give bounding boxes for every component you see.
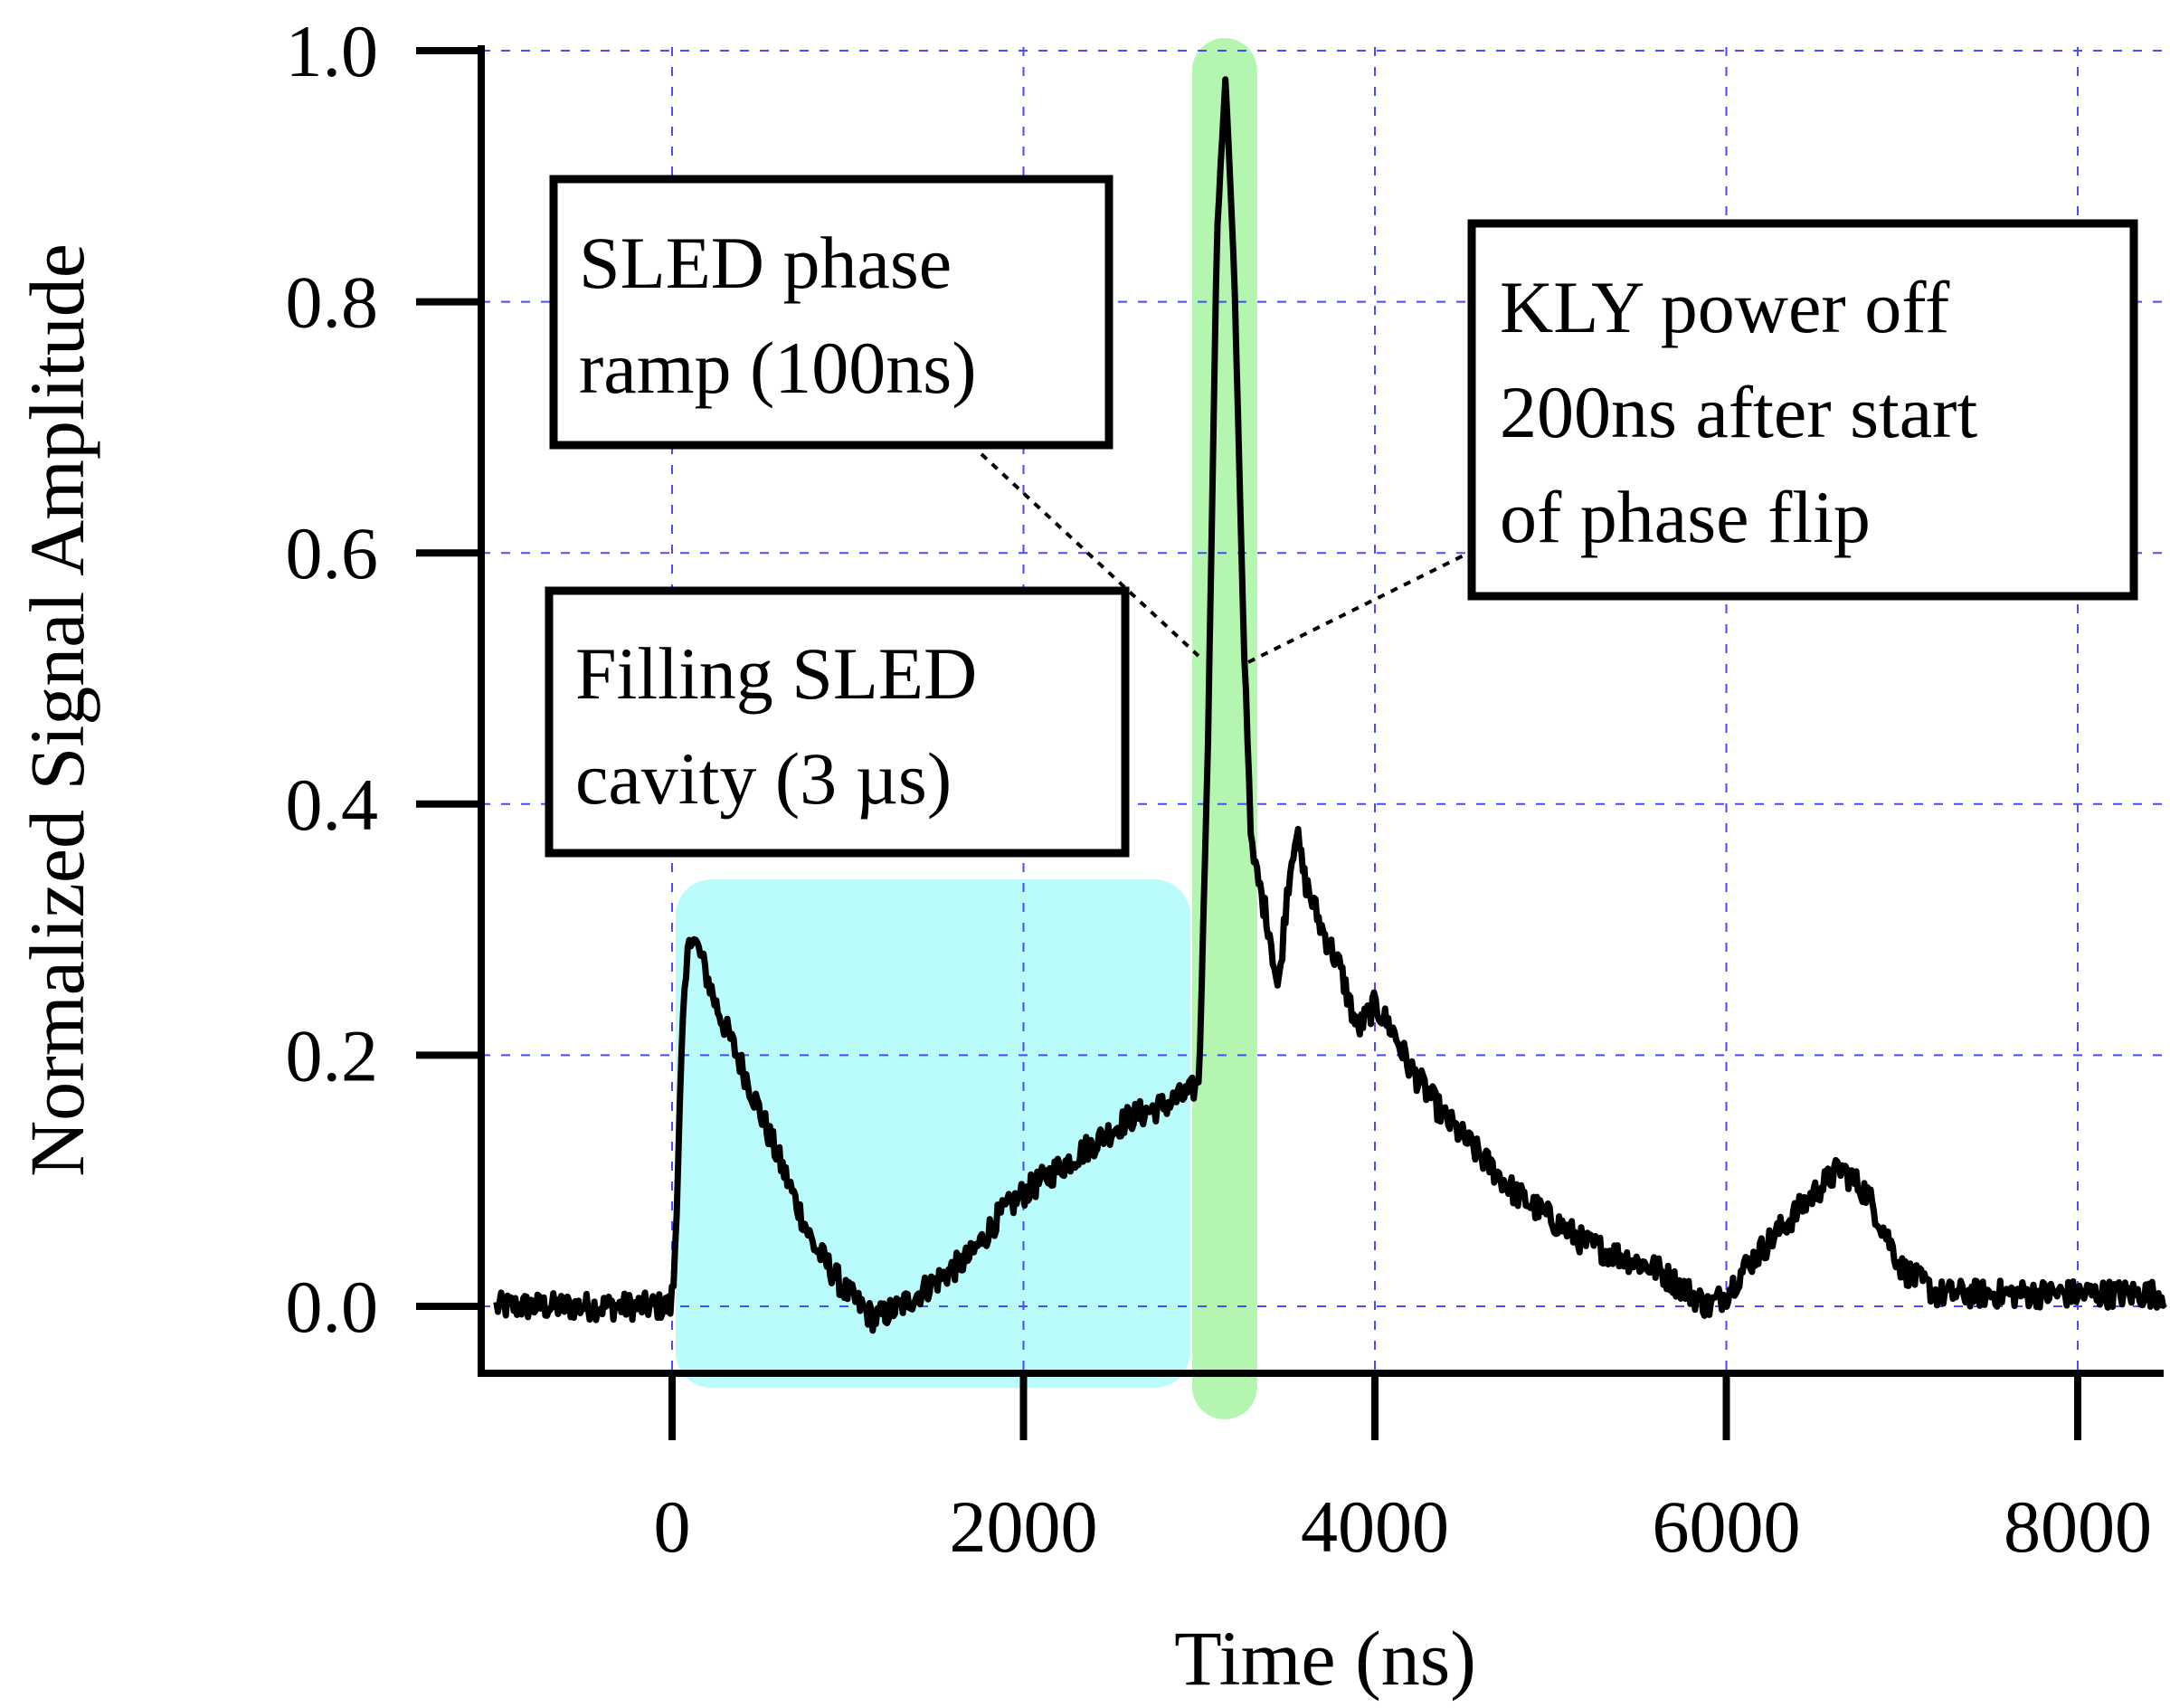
x-tick-label-1: 2000 [950,1485,1098,1568]
annotation-filling-sled: Filling SLED cavity (3 µs) [545,586,1130,858]
annotation-box-filling [545,586,1130,858]
x-axis-title: Time (ns) [1174,1615,1476,1702]
y-tick-label-2: 0.4 [286,764,379,846]
annotation-text-sled-line2: ramp (100ns) [579,327,977,409]
annotation-kly-power-off: KLY power off 200ns after start of phase… [1247,219,2138,664]
annotation-text-filling-line1: Filling SLED [575,632,977,715]
signal-trace-group [493,76,2167,1334]
annotation-text-kly-line2: 200ns after start [1500,371,1977,453]
y-tick-label-4: 0.8 [286,261,379,344]
x-tick-label-4: 8000 [2004,1485,2152,1568]
annotation-box-kly [1467,219,2138,601]
annotation-sled-phase-ramp: SLED phase ramp (100ns) [549,175,1200,658]
region-filling [675,879,1191,1389]
y-tick-label-0: 0.0 [286,1266,379,1348]
y-tick-label-5: 1.0 [286,10,379,92]
annotation-text-kly-line3: of phase flip [1500,476,1871,558]
annotation-text-kly-line1: KLY power off [1500,266,1950,348]
annotation-text-filling-line2: cavity (3 µs) [575,737,952,820]
region-phase-ramp [1191,38,1257,1419]
y-tick-label-3: 0.6 [286,512,379,594]
annotation-box-sled [549,175,1113,450]
axes [478,45,2164,1377]
y-tick-label-1: 0.2 [286,1014,379,1096]
x-tick-label-3: 6000 [1653,1485,1801,1568]
annotation-text-sled-line1: SLED phase [579,222,952,304]
highlight-regions [675,38,1257,1419]
leader-line-sled [980,452,1200,658]
leader-line-kly [1247,552,1468,664]
x-tick-label-0: 0 [654,1485,691,1568]
series-line-0 [493,76,2167,1334]
x-tick-label-2: 4000 [1301,1485,1449,1568]
y-axis-title: Normalized Signal Amplitude [14,243,100,1177]
ticks: 0 2000 4000 6000 8000 0.0 0.2 0.4 0.6 0.8 1.0 [286,10,2153,1568]
